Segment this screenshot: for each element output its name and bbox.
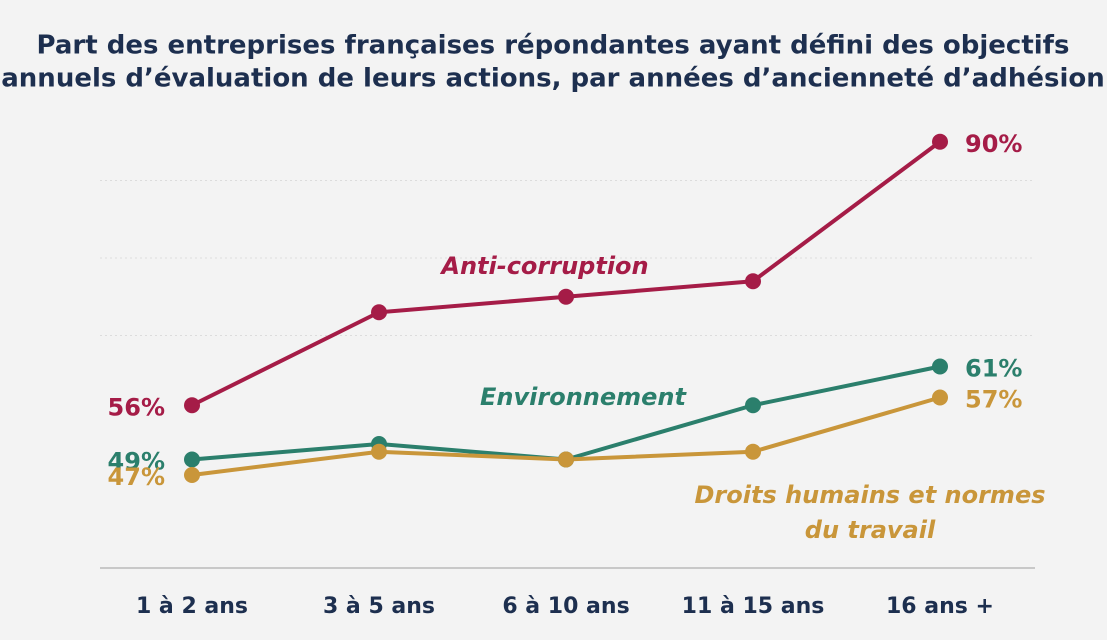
point	[184, 397, 200, 414]
x-tick-label: 11 à 15 ans	[682, 594, 825, 619]
x-tick-label: 6 à 10 ans	[502, 594, 629, 619]
value-label: 49%	[108, 448, 165, 476]
point	[745, 397, 761, 414]
x-tick-label: 16 ans +	[886, 594, 994, 619]
value-label: 61%	[965, 355, 1022, 383]
chart-title: Part des entreprises françaises répondan…	[37, 31, 1070, 61]
point	[932, 358, 948, 375]
series-label: Anti-corruption	[441, 252, 649, 280]
series-label: Environnement	[480, 383, 686, 411]
point	[932, 389, 948, 406]
point	[745, 273, 761, 290]
point	[745, 443, 761, 460]
point	[932, 133, 948, 150]
point	[558, 451, 574, 468]
point	[558, 288, 574, 305]
x-tick-label: 3 à 5 ans	[323, 594, 435, 619]
value-label: 47%	[108, 463, 165, 491]
point	[371, 304, 387, 321]
value-label: 56%	[108, 393, 165, 421]
value-label: 57%	[965, 386, 1022, 414]
value-label: 90%	[965, 130, 1022, 158]
series-label: Droits humains et normes du travail	[694, 481, 1046, 544]
x-tick-label: 1 à 2 ans	[136, 594, 248, 619]
point	[371, 443, 387, 460]
chart-title: annuels d’évaluation de leurs actions, p…	[1, 64, 1104, 94]
point	[184, 451, 200, 468]
point	[184, 467, 200, 483]
